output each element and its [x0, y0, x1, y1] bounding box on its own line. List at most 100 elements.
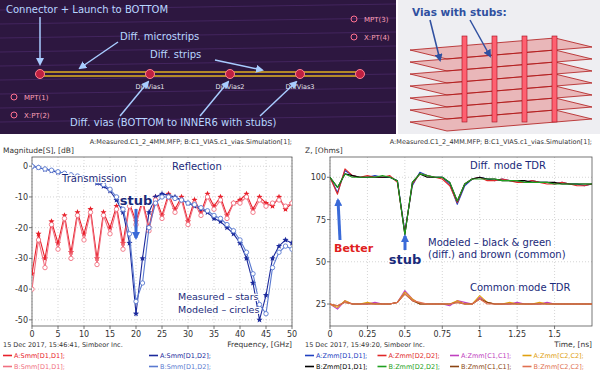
via-barrel	[462, 36, 467, 122]
x-tick-label: 10	[79, 330, 89, 339]
marker	[257, 198, 261, 202]
marker	[43, 167, 47, 171]
x-tick-label: 1.5	[548, 330, 561, 339]
legend-entry: A:Zmm[D2,D2];	[389, 352, 440, 360]
series-line	[330, 294, 592, 306]
plot-area	[330, 157, 592, 326]
plot-frame	[32, 157, 292, 326]
grid-line	[330, 261, 592, 262]
tick	[29, 319, 32, 320]
tick	[29, 258, 32, 259]
y-tick-label: 100	[311, 173, 326, 182]
diff-trace	[40, 75, 360, 77]
marker	[114, 195, 118, 199]
via	[36, 70, 45, 79]
x-tick-label: 35	[209, 330, 219, 339]
via-barrel	[492, 36, 497, 122]
legend-swatch	[523, 355, 532, 357]
marker	[120, 240, 126, 246]
tick	[29, 166, 32, 167]
marker	[49, 168, 53, 172]
marker	[55, 169, 61, 175]
series-line	[330, 171, 592, 232]
marker	[153, 201, 157, 205]
tick	[110, 326, 111, 329]
series-line	[330, 292, 592, 307]
tick	[327, 219, 330, 220]
arrow	[215, 60, 262, 70]
tick	[32, 326, 33, 329]
legend-swatch	[305, 366, 314, 368]
x-tick-label: 5	[55, 330, 60, 339]
layer	[410, 110, 592, 131]
marker	[238, 238, 242, 242]
legend-swatch	[450, 366, 459, 368]
marker	[264, 312, 268, 316]
pcb-trace-faint	[0, 18, 396, 24]
grid-line	[32, 227, 292, 228]
arrow	[260, 82, 296, 116]
pcb-annotation: Diff. strips	[150, 49, 201, 60]
marker	[101, 213, 105, 217]
figure: MPT(1)X:PT(2)MPT(3)X:PT(4)DiffVias1DiffV…	[0, 0, 600, 380]
series-line	[330, 291, 592, 310]
y-tick-label: 0	[23, 162, 28, 171]
y-axis-label: Magnitude[S], [dB]	[3, 146, 74, 155]
legend-swatch	[149, 355, 158, 357]
tick	[84, 326, 85, 329]
tick	[327, 177, 330, 178]
legend-swatch	[378, 355, 387, 357]
marker	[269, 255, 275, 261]
port	[351, 16, 357, 22]
marker	[62, 216, 66, 220]
series-line	[32, 197, 292, 289]
marker	[205, 195, 209, 199]
annotation: Measured – stars	[178, 291, 259, 302]
legend-entry: B:Zmm[C2,C2];	[534, 363, 584, 371]
tick	[29, 196, 32, 197]
legend-swatch	[450, 355, 459, 357]
marker	[42, 166, 48, 172]
x-axis-label: Frequency, [GHz]	[227, 340, 292, 349]
y-tick-label: -30	[15, 254, 28, 263]
tick	[214, 326, 215, 329]
marker	[32, 164, 34, 168]
marker	[283, 204, 287, 208]
marker	[244, 250, 248, 254]
series-line	[330, 169, 592, 233]
grid-line	[266, 157, 267, 326]
annotation: Transmission	[61, 173, 127, 184]
port	[11, 94, 17, 100]
marker	[140, 281, 144, 285]
footer: 15 Dec 2017, 15:46:41, Simbeor Inc.	[3, 341, 123, 349]
y-tick-label: -10	[15, 193, 28, 202]
marker	[134, 299, 138, 303]
x-tick-label: 1.25	[508, 330, 526, 339]
marker	[264, 204, 268, 208]
marker	[225, 222, 229, 226]
series-line	[32, 166, 292, 313]
marker	[231, 201, 235, 205]
marker	[283, 244, 287, 248]
x-tick-label: 0	[29, 330, 34, 339]
tick	[327, 261, 330, 262]
marker	[35, 231, 41, 237]
marker	[205, 209, 209, 213]
arrow	[200, 82, 228, 116]
series-line	[330, 294, 592, 306]
marker	[179, 198, 183, 202]
annotation: Modeled – black & green	[428, 237, 551, 248]
legend-entry: B:Zmm[D2,D2];	[389, 363, 440, 371]
marker	[36, 238, 40, 242]
pcb-trace-faint	[0, 102, 396, 108]
chart-background	[0, 136, 298, 380]
legend-entry: B:Smm[D1,D1];	[14, 363, 65, 371]
port-label: MPT(1)	[24, 94, 49, 102]
via	[356, 70, 365, 79]
series-line	[330, 174, 592, 235]
marker	[276, 243, 282, 249]
plot-frame	[330, 157, 592, 326]
marker	[147, 225, 151, 229]
series-group	[32, 163, 292, 322]
legend-entry: B:Zmm[D1,D1];	[316, 363, 367, 371]
